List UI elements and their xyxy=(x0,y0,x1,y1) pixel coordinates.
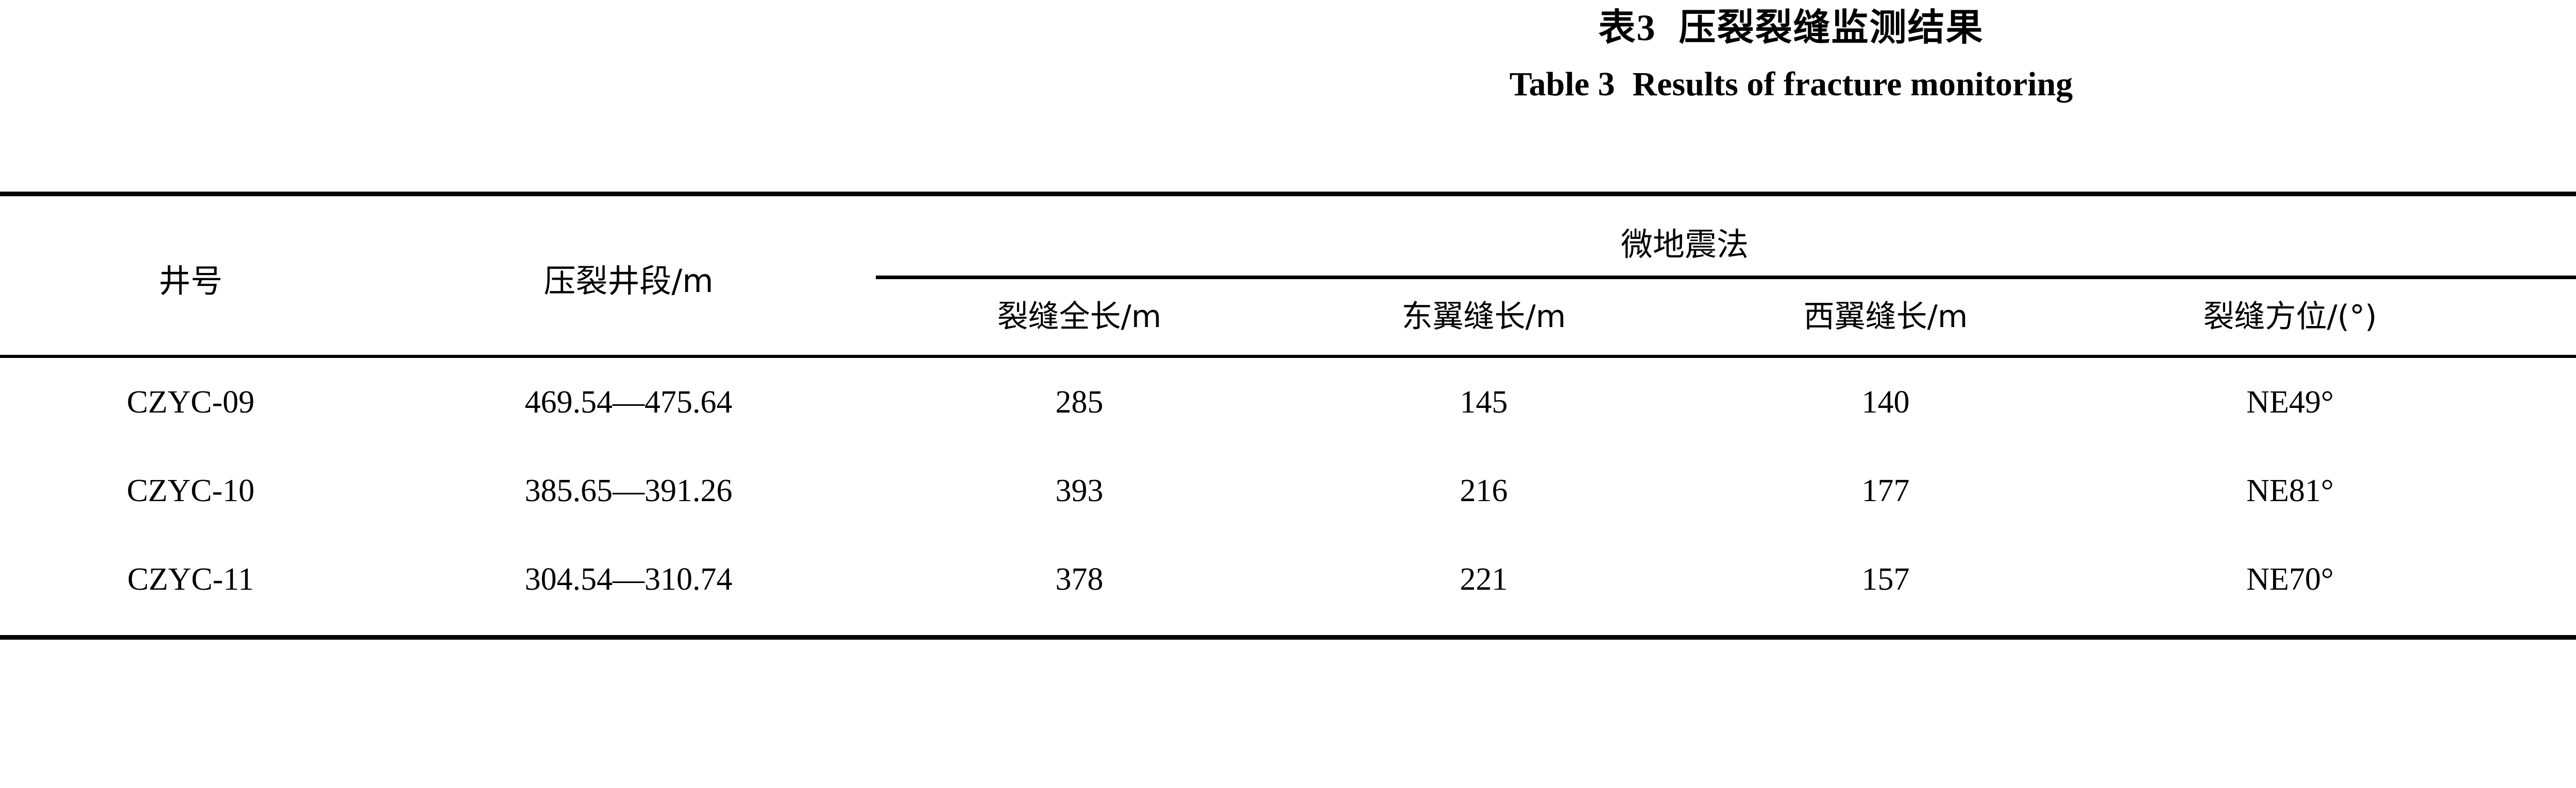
table-row: CZYC-10 385.65—391.26 393 216 177 NE81° … xyxy=(0,447,2576,535)
caption-en-number: 3 xyxy=(1598,65,1615,103)
cell-interval: 304.54—310.74 xyxy=(524,561,733,597)
subheader-ms-west-wing: 西翼缝长/m xyxy=(1803,298,1968,335)
cell-ms-azimuth: NE49° xyxy=(2246,384,2334,420)
caption-en-title: Results of fracture monitoring xyxy=(1632,65,2073,103)
rule-top-bar xyxy=(0,192,2576,196)
header-group-microseismic: 微地震法 xyxy=(1620,226,1749,263)
cell-ms-total-length: 378 xyxy=(1055,561,1104,597)
header-well-id: 井号 xyxy=(158,262,223,300)
table-caption-english: Table 3 Results of fracture monitoring xyxy=(0,62,2576,107)
cell-ms-azimuth: NE70° xyxy=(2246,561,2334,597)
cell-pot-total-length: 169 xyxy=(2494,358,2576,447)
caption-cn-title: 压裂裂缝监测结果 xyxy=(1679,6,1984,49)
header-frac-interval: 压裂井段/m xyxy=(544,262,714,300)
table-rule-top xyxy=(0,192,2576,196)
cell-ms-west-wing: 157 xyxy=(1861,561,1910,597)
header-bottom-padding xyxy=(0,342,2576,355)
span-rule-microseismic-bar xyxy=(876,275,2494,279)
table-row: CZYC-11 304.54—310.74 378 221 157 NE70° … xyxy=(0,535,2576,624)
fracture-monitoring-table: 井号 压裂井段/m 微地震法 电位法 裂缝产状 裂缝全长/m 东翼缝长/m 西翼… xyxy=(0,192,2576,640)
subheader-ms-east-wing: 东翼缝长/m xyxy=(1401,298,1566,335)
cell-ms-east-wing: 221 xyxy=(1460,561,1508,597)
cell-ms-east-wing: 145 xyxy=(1460,384,1508,420)
cell-interval: 469.54—475.64 xyxy=(524,384,733,420)
header-group-span-rules xyxy=(0,269,2576,285)
cell-ms-total-length: 393 xyxy=(1055,473,1104,508)
span-rule-potential-bar xyxy=(2494,275,2576,279)
caption-cn-number: 3 xyxy=(1636,7,1656,48)
cell-interval: 385.65—391.26 xyxy=(524,473,733,508)
cell-ms-total-length: 285 xyxy=(1055,384,1104,420)
table-caption-chinese: 表3 压裂裂缝监测结果 xyxy=(0,4,2576,51)
caption-en-label: Table xyxy=(1509,65,1589,103)
rule-mid-bar xyxy=(0,355,2576,358)
caption-cn-label: 表 xyxy=(1598,7,1637,48)
cell-well: CZYC-09 xyxy=(127,384,255,420)
cell-ms-west-wing: 177 xyxy=(1861,473,1910,508)
rule-bottom-bar xyxy=(0,635,2576,640)
subheader-ms-total-length: 裂缝全长/m xyxy=(997,298,1162,335)
cell-pot-total-length: 213 xyxy=(2494,447,2576,535)
cell-pot-total-length: 163 xyxy=(2494,535,2576,624)
header-group-row: 井号 压裂井段/m 微地震法 电位法 裂缝产状 xyxy=(0,214,2576,300)
body-bottom-padding xyxy=(0,624,2576,635)
cell-ms-west-wing: 140 xyxy=(1861,384,1910,420)
fracture-monitoring-table-wrap: 井号 压裂井段/m 微地震法 电位法 裂缝产状 裂缝全长/m 东翼缝长/m 西翼… xyxy=(0,192,2576,640)
cell-well: CZYC-10 xyxy=(127,473,255,508)
header-subrow: 裂缝全长/m 东翼缝长/m 西翼缝长/m 裂缝方位/(°) 裂缝全长/m 裂缝方… xyxy=(0,285,2576,342)
table-row: CZYC-09 469.54—475.64 285 145 140 NE49° … xyxy=(0,358,2576,447)
span-rule-potential xyxy=(2494,269,2576,285)
cell-ms-azimuth: NE81° xyxy=(2246,473,2334,508)
table-caption-block: 表3 压裂裂缝监测结果 Table 3 Results of fracture mo… xyxy=(0,0,2576,107)
subheader-ms-azimuth: 裂缝方位/(°) xyxy=(2203,298,2377,335)
cell-ms-east-wing: 216 xyxy=(1460,473,1508,508)
subheader-pot-total-length: 裂缝全长/m xyxy=(2494,285,2576,342)
header-group-potential: 电位法 xyxy=(2494,214,2576,269)
table-rule-header-body xyxy=(0,355,2576,358)
header-top-padding xyxy=(0,196,2576,214)
table-rule-bottom xyxy=(0,635,2576,640)
span-rule-microseismic xyxy=(876,269,2494,285)
cell-well: CZYC-11 xyxy=(127,561,254,597)
